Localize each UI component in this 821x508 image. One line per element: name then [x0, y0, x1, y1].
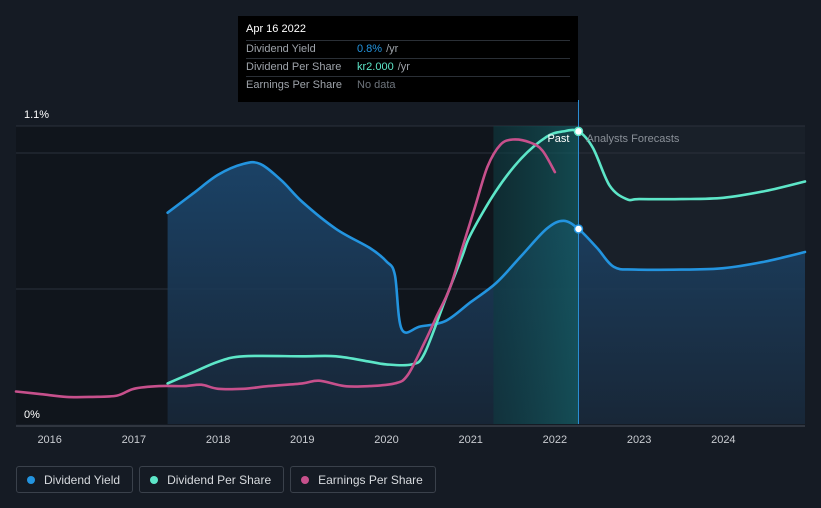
legend-dividend-yield[interactable]: Dividend Yield	[16, 466, 134, 493]
dividend-yield-area	[167, 162, 806, 424]
x-tick-label: 2024	[711, 434, 735, 446]
x-tick-label: 2019	[290, 434, 314, 446]
tooltip-value: No data	[357, 79, 396, 91]
legend-label: Dividend Per Share	[167, 472, 272, 487]
series-line-dividend-yield	[166, 160, 807, 334]
past-label: Past	[547, 133, 569, 145]
legend-dividend-per-share[interactable]: Dividend Per Share	[139, 466, 285, 493]
tooltip-label: Earnings Per Share	[246, 79, 342, 91]
x-tick-label: 2016	[37, 434, 61, 446]
legend-label: Earnings Per Share	[318, 472, 423, 487]
legend-dot-icon	[301, 475, 310, 484]
tooltip-unit: /yr	[397, 61, 410, 73]
x-tick-label: 2022	[543, 434, 567, 446]
tooltip-row-earnings-per-share: Earnings Per Share No data	[246, 76, 570, 94]
x-tick-label: 2017	[122, 434, 146, 446]
x-tick-label: 2020	[374, 434, 398, 446]
tooltip-label: Dividend Per Share	[246, 61, 342, 73]
legend-dot-icon	[27, 475, 35, 484]
tooltip: Apr 16 2022 Dividend Yield 0.8% /yr Divi…	[238, 16, 578, 102]
tooltip-unit: /yr	[386, 43, 399, 55]
y-tick-label: 0%	[24, 409, 40, 421]
tooltip-date: Apr 16 2022	[246, 23, 306, 35]
tooltip-row-dividend-per-share: Dividend Per Share kr2.000 /yr	[246, 58, 570, 76]
x-tick-label: 2023	[627, 434, 651, 446]
x-tick-label: 2018	[206, 434, 230, 446]
tooltip-row-dividend-yield: Dividend Yield 0.8% /yr	[246, 40, 570, 58]
data-point-marker	[573, 224, 584, 234]
x-tick-label: 2021	[458, 434, 482, 446]
tooltip-label: Dividend Yield	[246, 43, 316, 55]
legend: Dividend Yield Dividend Per Share Earnin…	[16, 466, 436, 493]
series-line-earnings-per-share	[14, 138, 557, 399]
legend-earnings-per-share[interactable]: Earnings Per Share	[290, 466, 436, 493]
tooltip-value: 0.8%	[357, 43, 383, 55]
legend-dot-icon	[150, 475, 159, 484]
forecast-label: Analysts Forecasts	[586, 133, 679, 145]
tooltip-value: kr2.000	[357, 61, 394, 73]
data-point-marker	[573, 126, 584, 137]
past-highlight-band	[493, 126, 579, 424]
y-tick-label: 1.1%	[24, 109, 49, 121]
series-line-dividend-per-share	[166, 128, 807, 385]
legend-label: Dividend Yield	[44, 472, 121, 487]
